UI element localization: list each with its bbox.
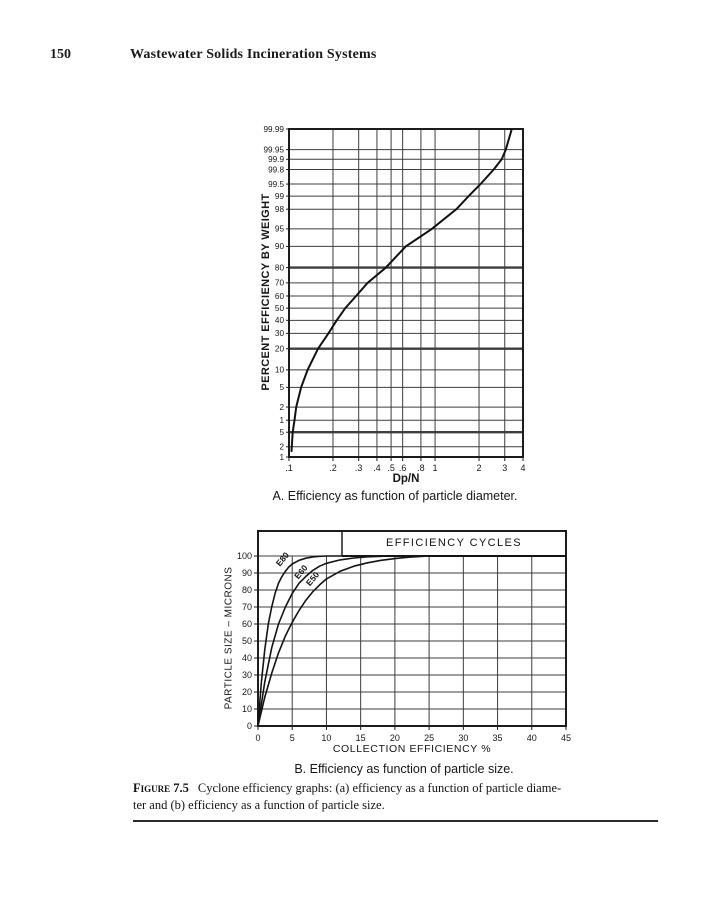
x-tick-label: .1 bbox=[285, 463, 293, 473]
y-tick-label: 99.95 bbox=[264, 145, 285, 154]
y-tick-label: 99.9 bbox=[268, 155, 284, 164]
y-tick-label: 99.5 bbox=[268, 180, 284, 189]
y-tick-label: 5 bbox=[279, 428, 284, 437]
y-tick-label: 99.99 bbox=[264, 125, 285, 134]
x-tick-label: 5 bbox=[290, 733, 295, 743]
figure-caption-text1: Cyclone efficiency graphs: (a) efficienc… bbox=[197, 781, 562, 795]
y-tick-label: 99.8 bbox=[268, 165, 284, 174]
x-tick-label: 40 bbox=[527, 733, 537, 743]
x-tick-label: .8 bbox=[417, 463, 425, 473]
x-tick-label: .4 bbox=[373, 463, 381, 473]
x-tick-label: 20 bbox=[390, 733, 400, 743]
graph-b-y-axis-title: PARTICLE SIZE – MICRONS bbox=[223, 566, 235, 710]
y-tick-label: 20 bbox=[242, 687, 252, 697]
x-tick-label: 30 bbox=[458, 733, 468, 743]
y-tick-label: 60 bbox=[242, 619, 252, 629]
y-tick-label: 80 bbox=[242, 585, 252, 595]
plot-border bbox=[257, 530, 567, 727]
y-tick-label: 40 bbox=[275, 316, 285, 325]
graph-a-y-axis-title: PERCENT EFFICIENCY BY WEIGHT bbox=[260, 193, 272, 391]
x-tick-label: 15 bbox=[356, 733, 366, 743]
y-tick-label: 95 bbox=[275, 225, 285, 234]
graph-b-title: EFFICIENCY CYCLES bbox=[385, 537, 523, 549]
y-tick-label: 10 bbox=[275, 366, 285, 375]
y-tick-label: 20 bbox=[275, 344, 285, 353]
y-tick-label: 60 bbox=[275, 292, 285, 301]
y-tick-label: 100 bbox=[237, 551, 252, 561]
y-tick-label: 80 bbox=[275, 263, 285, 272]
y-tick-label: 2 bbox=[279, 443, 284, 452]
caption-rule bbox=[133, 820, 658, 822]
y-tick-label: 98 bbox=[275, 205, 285, 214]
graph-b-canvas: 0 10 20 30 40 50 60 70 80 90 100 0 5 10 15 20 25 30 35 40 45… bbox=[237, 530, 571, 743]
page-number: 150 bbox=[50, 47, 71, 62]
x-tick-label: .5 bbox=[387, 463, 395, 473]
y-tick-label: 2 bbox=[279, 403, 284, 412]
x-tick-label: 4 bbox=[520, 463, 525, 473]
figure-caption-line1: Figure 7.5 Cyclone efficiency graphs: (a)… bbox=[133, 781, 561, 795]
graph-a-caption: A. Efficiency as function of particle di… bbox=[272, 489, 518, 503]
y-tick-label: 40 bbox=[242, 653, 252, 663]
x-tick-label: .2 bbox=[329, 463, 337, 473]
series-curve-e80 bbox=[257, 555, 566, 727]
y-tick-label: 99 bbox=[275, 192, 285, 201]
y-tick-label: 0 bbox=[247, 721, 252, 731]
x-tick-label: 3 bbox=[502, 463, 507, 473]
y-tick-label: 30 bbox=[275, 329, 285, 338]
y-tick-label: 90 bbox=[242, 568, 252, 578]
x-tick-label: 35 bbox=[493, 733, 503, 743]
y-tick-label: 10 bbox=[242, 704, 252, 714]
plot-border bbox=[288, 128, 524, 458]
series-label-e80: E80 bbox=[274, 550, 292, 568]
y-tick-label: 1 bbox=[279, 416, 284, 425]
running-header-title: Wastewater Solids Incineration Systems bbox=[130, 47, 377, 62]
y-tick-label: 1 bbox=[279, 453, 284, 462]
x-tick-label: 1 bbox=[433, 463, 438, 473]
y-tick-label: 90 bbox=[275, 242, 285, 251]
x-tick-label: 0 bbox=[255, 733, 260, 743]
y-tick-label: 5 bbox=[279, 383, 284, 392]
x-tick-label: 25 bbox=[424, 733, 434, 743]
series-curve-e60 bbox=[257, 555, 566, 727]
x-tick-label: .3 bbox=[355, 463, 363, 473]
y-tick-label: 50 bbox=[275, 304, 285, 313]
graph-b-x-axis-title: COLLECTION EFFICIENCY % bbox=[332, 743, 492, 755]
y-tick-label: 50 bbox=[242, 636, 252, 646]
graph-a-x-axis-title: Dp/N bbox=[392, 473, 420, 485]
x-tick-label: 45 bbox=[561, 733, 571, 743]
series-curve-e50 bbox=[257, 555, 566, 727]
graph-b-caption: B. Efficiency as function of particle si… bbox=[294, 762, 514, 776]
figure-caption: Figure 7.5 Cyclone efficiency graphs: (a)… bbox=[133, 780, 660, 814]
y-tick-label: 70 bbox=[242, 602, 252, 612]
figure-caption-text2: ter and (b) efficiency as a function of … bbox=[133, 798, 385, 812]
x-tick-label: 2 bbox=[477, 463, 482, 473]
x-tick-label: 10 bbox=[321, 733, 331, 743]
efficiency-curve bbox=[290, 129, 513, 453]
x-tick-label: .6 bbox=[399, 463, 407, 473]
figure-caption-label: Figure 7.5 bbox=[133, 781, 189, 795]
y-tick-label: 70 bbox=[275, 279, 285, 288]
y-tick-label: 30 bbox=[242, 670, 252, 680]
